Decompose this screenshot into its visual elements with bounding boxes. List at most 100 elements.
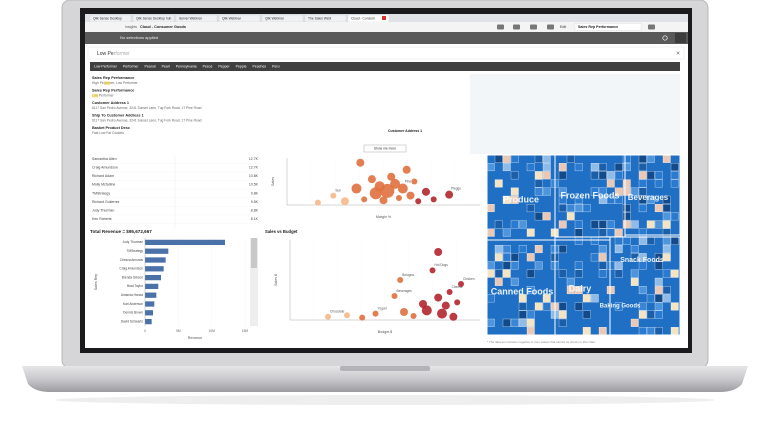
treemap-tile[interactable] <box>646 327 655 336</box>
bar[interactable] <box>145 301 155 307</box>
treemap-tile[interactable] <box>518 310 527 319</box>
bubble[interactable] <box>372 310 379 317</box>
treemap-tile[interactable] <box>510 318 519 327</box>
treemap-tile[interactable] <box>638 204 647 213</box>
bubble[interactable] <box>387 172 396 181</box>
bubble[interactable] <box>367 175 376 184</box>
treemap-tile[interactable] <box>542 154 551 163</box>
treemap-tile[interactable] <box>502 154 511 163</box>
bubble[interactable] <box>330 192 337 199</box>
treemap-tile[interactable] <box>654 253 663 262</box>
treemap-tile[interactable] <box>558 195 567 204</box>
search-icon[interactable] <box>662 35 668 41</box>
treemap-tile[interactable] <box>662 195 671 204</box>
treemap-tile[interactable] <box>614 269 623 278</box>
treemap-tile[interactable] <box>582 204 591 213</box>
treemap-tile[interactable] <box>638 327 647 336</box>
treemap-tile[interactable] <box>582 294 591 303</box>
treemap-tile[interactable] <box>486 228 495 237</box>
treemap-tile[interactable] <box>502 228 511 237</box>
treemap-tile[interactable] <box>558 245 567 254</box>
bubble[interactable] <box>402 165 411 174</box>
treemap-tile[interactable] <box>646 171 655 180</box>
treemap-tile[interactable] <box>622 236 631 245</box>
bar[interactable] <box>145 239 225 246</box>
treemap-tile[interactable] <box>630 253 639 262</box>
treemap-tile[interactable] <box>510 171 519 180</box>
treemap-tile[interactable] <box>590 253 599 262</box>
bubble[interactable] <box>397 183 408 194</box>
treemap-tile[interactable] <box>598 261 607 270</box>
treemap-tile[interactable] <box>558 220 567 229</box>
treemap-tile[interactable] <box>654 220 663 229</box>
bar[interactable] <box>145 248 169 254</box>
treemap-tile[interactable] <box>630 318 639 327</box>
treemap-tile[interactable] <box>542 212 551 221</box>
bar[interactable] <box>145 292 157 298</box>
treemap-tile[interactable] <box>630 187 639 196</box>
treemap-tile[interactable] <box>534 179 543 188</box>
bar[interactable] <box>145 257 166 263</box>
bubble[interactable] <box>340 197 349 206</box>
treemap-tile[interactable] <box>566 154 575 163</box>
treemap-tile[interactable] <box>670 212 679 221</box>
treemap-tile[interactable] <box>598 228 607 237</box>
treemap-tile[interactable] <box>502 163 511 172</box>
search-chip[interactable]: Peanut <box>145 65 156 69</box>
treemap-tile[interactable] <box>534 171 543 180</box>
treemap-tile[interactable] <box>638 286 647 295</box>
bar[interactable] <box>145 283 159 290</box>
toolbar-icon[interactable] <box>497 24 504 30</box>
treemap-tile[interactable] <box>510 195 519 204</box>
treemap-tile[interactable] <box>590 220 599 229</box>
treemap-tile[interactable] <box>510 187 519 196</box>
bubble[interactable] <box>415 198 422 205</box>
treemap-tile[interactable] <box>606 195 615 204</box>
treemap-tile[interactable] <box>590 171 599 180</box>
treemap-tile[interactable] <box>502 195 511 204</box>
treemap-tile[interactable] <box>494 154 503 163</box>
treemap-tile[interactable] <box>526 228 535 237</box>
treemap-tile[interactable] <box>494 245 503 254</box>
treemap-tile[interactable] <box>662 269 671 278</box>
treemap-tile[interactable] <box>526 327 535 336</box>
treemap-tile[interactable] <box>494 277 503 286</box>
treemap-tile[interactable] <box>574 261 583 270</box>
treemap-tile[interactable] <box>542 302 551 311</box>
treemap-tile[interactable] <box>502 318 511 327</box>
treemap-tile[interactable] <box>654 204 663 213</box>
treemap-tile[interactable] <box>654 179 663 188</box>
treemap-tile[interactable] <box>518 245 527 254</box>
treemap-tile[interactable] <box>558 171 567 180</box>
search-chip[interactable]: Pepper <box>218 65 230 69</box>
treemap-tile[interactable] <box>606 228 615 237</box>
treemap-tile[interactable] <box>574 220 583 229</box>
treemap-tile[interactable] <box>638 163 647 172</box>
treemap-tile[interactable] <box>646 294 655 303</box>
treemap-tile[interactable] <box>646 195 655 204</box>
treemap-tile[interactable] <box>654 277 663 286</box>
bar[interactable] <box>145 266 164 272</box>
search-chip[interactable]: Performer <box>123 65 139 69</box>
treemap-tile[interactable] <box>526 286 535 295</box>
search-chip[interactable]: Pearl <box>162 65 170 69</box>
treemap-tile[interactable] <box>662 204 671 213</box>
treemap-tile[interactable] <box>542 163 551 172</box>
treemap-tile[interactable] <box>654 261 663 270</box>
treemap-tile[interactable] <box>526 163 535 172</box>
bubble[interactable] <box>446 289 453 295</box>
treemap-tile[interactable] <box>518 294 527 303</box>
treemap-tile[interactable] <box>598 187 607 196</box>
treemap-tile[interactable] <box>542 171 551 180</box>
treemap-tile[interactable] <box>574 302 583 311</box>
treemap-tile[interactable] <box>542 187 551 196</box>
treemap-tile[interactable] <box>542 294 551 303</box>
treemap-tile[interactable] <box>526 253 535 262</box>
treemap-tile[interactable] <box>630 277 639 286</box>
treemap-tile[interactable] <box>526 204 535 213</box>
treemap-tile[interactable] <box>670 171 679 180</box>
treemap-tile[interactable] <box>574 228 583 237</box>
treemap-tile[interactable] <box>638 253 647 262</box>
bubble[interactable] <box>454 299 461 306</box>
treemap-tile[interactable] <box>558 302 567 311</box>
